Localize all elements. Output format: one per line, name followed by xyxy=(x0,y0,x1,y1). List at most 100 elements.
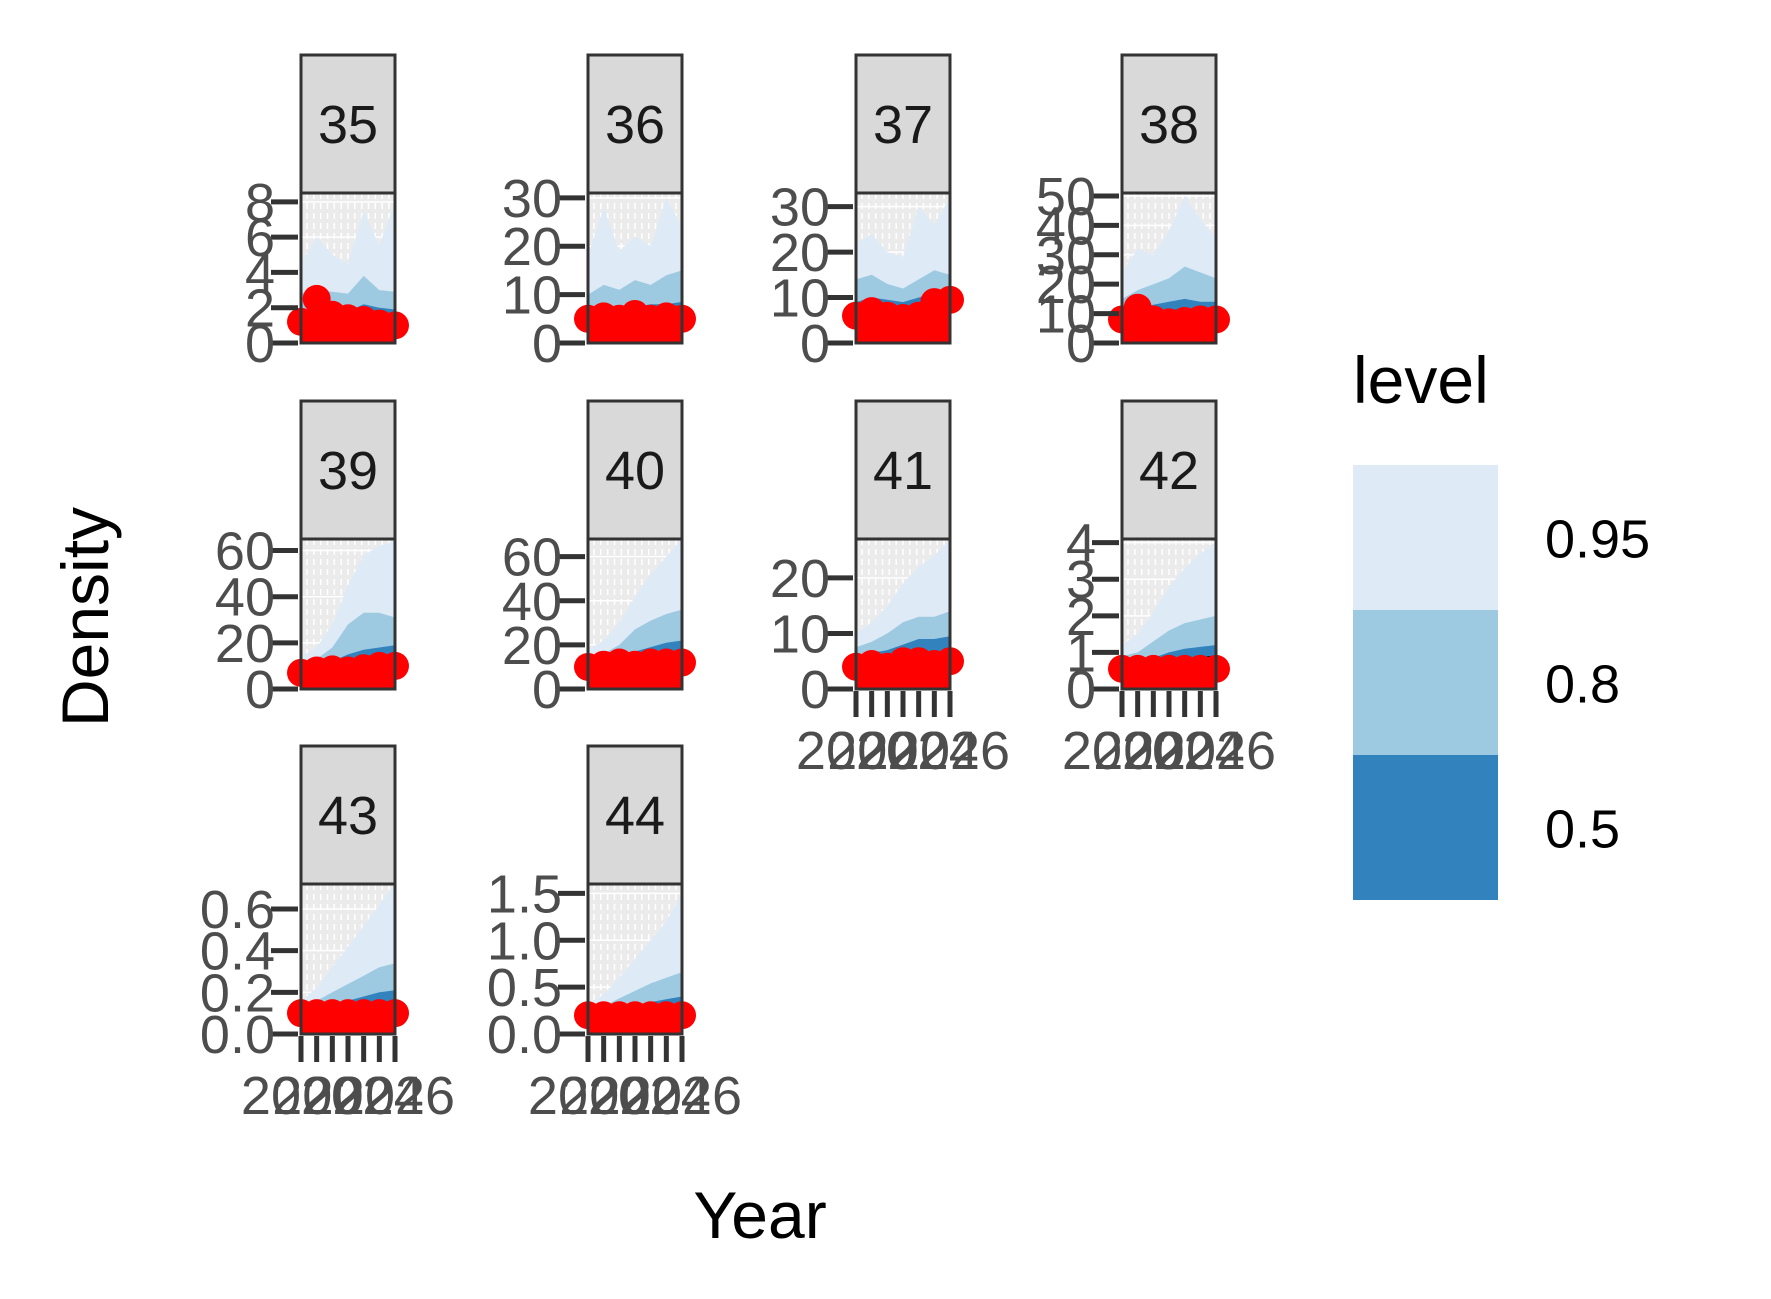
y-tick-label: 2 xyxy=(245,279,275,339)
x-tick-label: 2020 xyxy=(1062,721,1182,781)
x-tick-label: 2026 xyxy=(622,1066,742,1126)
facet-strip xyxy=(854,399,952,541)
y-tick-label: 1 xyxy=(1066,623,1096,683)
y-tick-label: 0 xyxy=(245,314,275,374)
panel-border xyxy=(586,882,684,1036)
facet-strip xyxy=(1120,53,1218,195)
facet-strip xyxy=(586,744,684,886)
facet-strip xyxy=(854,53,952,195)
y-tick-label: 0 xyxy=(1066,660,1096,720)
y-tick-label: 4 xyxy=(245,243,275,303)
y-tick-label: 0.4 xyxy=(200,922,275,982)
y-tick-label: 8 xyxy=(245,173,275,233)
y-tick-label: 1.0 xyxy=(487,911,562,971)
legend-label: 0.95 xyxy=(1545,510,1650,570)
y-axis-title: Density xyxy=(48,507,122,727)
panel-border xyxy=(586,191,684,345)
facet-strip xyxy=(299,399,397,541)
y-tick-label: 0 xyxy=(532,660,562,720)
y-tick-label: 0 xyxy=(800,660,830,720)
y-tick-label: 20 xyxy=(215,614,275,674)
facet-strip-label: 44 xyxy=(605,786,665,846)
legend-label: 0.5 xyxy=(1545,800,1620,860)
x-tick-label: 2024 xyxy=(304,1066,424,1126)
x-tick-label: 2024 xyxy=(591,1066,711,1126)
facet-strip-label: 37 xyxy=(873,95,933,155)
facet-strip-label: 43 xyxy=(318,786,378,846)
x-tick-label: 2022 xyxy=(1093,721,1213,781)
facet-strip-label: 36 xyxy=(605,95,665,155)
panel-border xyxy=(299,191,397,345)
facet-strip-label: 40 xyxy=(605,441,665,501)
facet-strip xyxy=(299,53,397,195)
y-tick-label: 0 xyxy=(1066,314,1096,374)
facet-strip-label: 42 xyxy=(1139,441,1199,501)
y-tick-label: 2 xyxy=(1066,587,1096,647)
y-tick-label: 20 xyxy=(1036,255,1096,315)
y-tick-label: 10 xyxy=(770,604,830,664)
legend-label: 0.8 xyxy=(1545,655,1620,715)
y-tick-label: 40 xyxy=(1036,196,1096,256)
y-tick-label: 0.5 xyxy=(487,958,562,1018)
panel-border xyxy=(854,191,952,345)
facet-strip-label: 41 xyxy=(873,441,933,501)
y-tick-label: 30 xyxy=(502,169,562,229)
x-tick-label: 2026 xyxy=(1156,721,1276,781)
y-tick-label: 10 xyxy=(770,269,830,329)
panel-border xyxy=(1120,537,1218,691)
y-tick-label: 0 xyxy=(800,314,830,374)
facet-strip xyxy=(586,53,684,195)
x-tick-label: 2020 xyxy=(241,1066,361,1126)
y-tick-label: 50 xyxy=(1036,167,1096,227)
y-tick-label: 0.2 xyxy=(200,963,275,1023)
x-tick-label: 2020 xyxy=(528,1066,648,1126)
facet-strip xyxy=(1120,399,1218,541)
y-tick-label: 30 xyxy=(770,178,830,238)
y-tick-label: 1.5 xyxy=(487,864,562,924)
panel-border xyxy=(1120,191,1218,345)
y-tick-label: 40 xyxy=(502,572,562,632)
facet-strip xyxy=(299,744,397,886)
y-tick-label: 20 xyxy=(770,223,830,283)
y-tick-label: 60 xyxy=(215,522,275,582)
legend-title: level xyxy=(1353,343,1489,417)
panel-border xyxy=(586,537,684,691)
x-tick-label: 2022 xyxy=(559,1066,679,1126)
y-tick-label: 0.0 xyxy=(487,1005,562,1065)
legend-key-0.8 xyxy=(1353,610,1498,755)
y-tick-label: 3 xyxy=(1066,550,1096,610)
y-tick-label: 20 xyxy=(502,217,562,277)
y-tick-label: 20 xyxy=(502,616,562,676)
facet-panels: 3502468360102030370102030380102030405039… xyxy=(200,53,1276,1126)
y-tick-label: 6 xyxy=(245,208,275,268)
x-tick-label: 2022 xyxy=(827,721,947,781)
panel-border xyxy=(299,882,397,1036)
y-tick-label: 0.6 xyxy=(200,880,275,940)
y-tick-label: 0 xyxy=(532,314,562,374)
y-tick-label: 0.0 xyxy=(200,1005,275,1065)
y-tick-label: 60 xyxy=(502,528,562,588)
panel-border xyxy=(299,537,397,691)
y-tick-label: 0 xyxy=(245,660,275,720)
x-tick-label: 2020 xyxy=(796,721,916,781)
legend: level 0.95 0.8 0.5 xyxy=(1353,343,1650,900)
facet-strip-label: 35 xyxy=(318,95,378,155)
y-tick-label: 10 xyxy=(1036,285,1096,345)
x-tick-label: 2026 xyxy=(335,1066,455,1126)
facet-strip xyxy=(586,399,684,541)
facet-strip-label: 38 xyxy=(1139,95,1199,155)
y-tick-label: 4 xyxy=(1066,514,1096,574)
x-tick-label: 2026 xyxy=(890,721,1010,781)
x-tick-label: 2024 xyxy=(859,721,979,781)
